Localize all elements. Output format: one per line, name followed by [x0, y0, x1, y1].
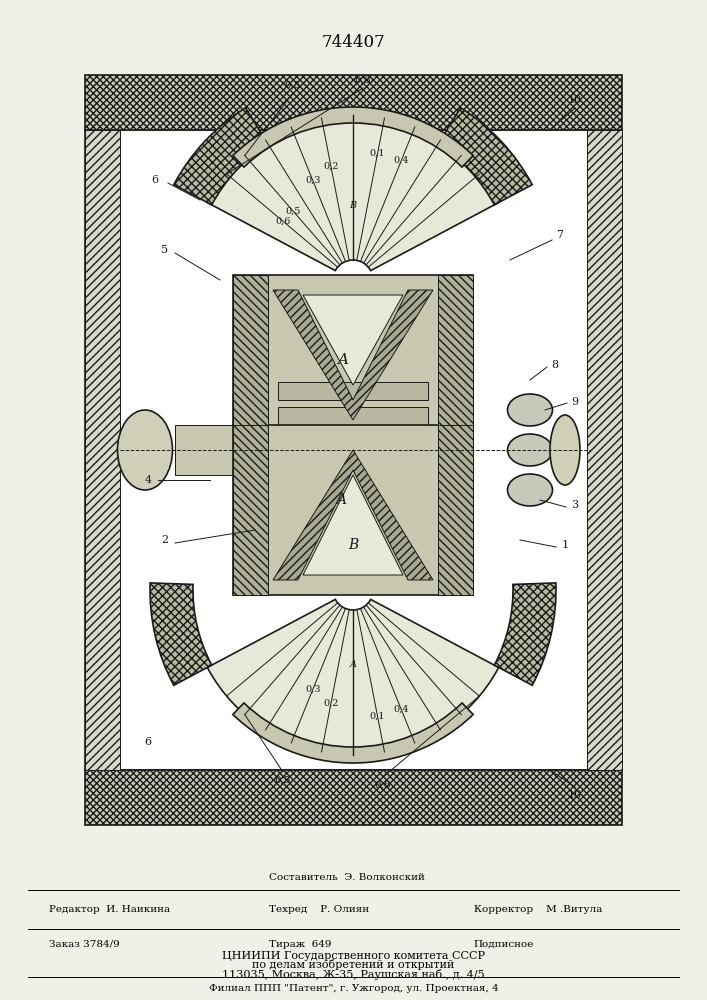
Text: 0,2: 0,2 [323, 162, 339, 171]
Wedge shape [438, 108, 532, 205]
Text: 0,5: 0,5 [286, 207, 301, 216]
Text: 1: 1 [561, 540, 568, 550]
Bar [85, 770, 622, 825]
Wedge shape [233, 703, 473, 763]
Text: Корректор    М .Витула: Корректор М .Витула [474, 904, 602, 914]
Text: 9: 9 [571, 397, 578, 407]
Wedge shape [150, 583, 211, 685]
Text: Подписное: Подписное [474, 940, 534, 949]
Text: Заказ 3784/9: Заказ 3784/9 [49, 940, 120, 949]
Text: B: B [348, 538, 358, 552]
Text: B: B [349, 201, 356, 210]
Text: Филиал ППП "Патент", г. Ужгород, ул. Проектная, 4: Филиал ППП "Патент", г. Ужгород, ул. Про… [209, 984, 498, 993]
Text: 0,6: 0,6 [355, 76, 371, 85]
Text: 8: 8 [551, 360, 559, 370]
Bar [587, 130, 622, 770]
Text: 0,2: 0,2 [323, 699, 339, 708]
Bar [278, 432, 428, 450]
Ellipse shape [117, 410, 173, 490]
Text: 744407: 744407 [322, 34, 385, 51]
Polygon shape [273, 450, 433, 580]
Text: 0,3: 0,3 [305, 176, 320, 185]
Text: 6: 6 [144, 737, 151, 747]
Bar [233, 275, 473, 470]
Text: A: A [337, 353, 349, 367]
Text: ЦНИИПИ Государственного комитета СССР: ЦНИИПИ Государственного комитета СССР [222, 951, 485, 961]
Wedge shape [233, 107, 473, 167]
Text: Составитель  Э. Волконский: Составитель Э. Волконский [269, 873, 424, 882]
Text: 5: 5 [161, 245, 168, 255]
Wedge shape [494, 583, 556, 685]
Text: 0,4: 0,4 [394, 156, 409, 165]
Ellipse shape [508, 394, 552, 426]
Text: 6: 6 [151, 175, 158, 185]
Polygon shape [273, 290, 433, 420]
Text: 10: 10 [568, 95, 582, 105]
Text: 0,1: 0,1 [370, 149, 385, 158]
Wedge shape [207, 115, 498, 271]
Bar [85, 130, 120, 770]
Polygon shape [303, 475, 403, 575]
Text: 3: 3 [571, 500, 578, 510]
Text: 0,1: 0,1 [370, 712, 385, 721]
Polygon shape [303, 295, 403, 385]
Text: 0,5: 0,5 [275, 776, 291, 784]
Text: 10: 10 [568, 790, 582, 800]
Bar [278, 382, 428, 400]
Bar [438, 425, 473, 595]
Text: 0,3: 0,3 [305, 685, 320, 694]
Bar [85, 75, 622, 130]
Bar [233, 275, 268, 470]
Text: A: A [336, 493, 346, 507]
Wedge shape [207, 599, 498, 755]
Text: 7: 7 [556, 230, 563, 240]
Text: 0,6: 0,6 [375, 780, 391, 790]
Text: 113035, Москва, Ж-35, Раушская наб., д. 4/5: 113035, Москва, Ж-35, Раушская наб., д. … [222, 968, 485, 980]
Text: 0,4: 0,4 [394, 705, 409, 714]
Text: по делам изобретений и открытий: по делам изобретений и открытий [252, 959, 455, 970]
Text: 2: 2 [161, 535, 168, 545]
Ellipse shape [508, 474, 552, 506]
Bar [278, 457, 428, 475]
Ellipse shape [508, 434, 552, 466]
Bar [85, 130, 622, 770]
Text: Техред    Р. Олиян: Техред Р. Олиян [269, 904, 369, 914]
Bar [233, 425, 473, 595]
Text: 0,6: 0,6 [276, 217, 291, 226]
Text: Редактор  И. Наикина: Редактор И. Наикина [49, 904, 170, 914]
Bar [278, 407, 428, 425]
Text: A: A [349, 660, 356, 669]
Bar [175, 425, 293, 475]
Wedge shape [174, 108, 268, 205]
Text: 0,5: 0,5 [285, 81, 301, 90]
Bar [233, 425, 268, 595]
Bar [293, 400, 413, 470]
Text: Тираж  649: Тираж 649 [269, 940, 331, 949]
Text: 4: 4 [144, 475, 151, 485]
Bar [438, 275, 473, 470]
Ellipse shape [550, 415, 580, 485]
